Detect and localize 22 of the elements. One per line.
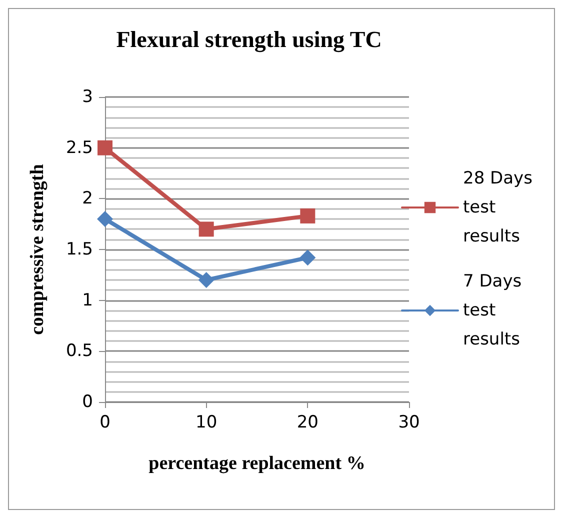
y-tick-label: 1.5	[66, 240, 93, 260]
point	[97, 211, 113, 227]
y-tick-label: 2.5	[66, 138, 93, 158]
y-tick-label: 3	[82, 87, 93, 107]
x-tick-label: 10	[196, 412, 218, 432]
point	[198, 222, 214, 237]
point	[300, 250, 316, 266]
y-tick-label: 0.5	[66, 341, 93, 362]
point	[98, 140, 112, 156]
y-tick-label: 2	[82, 188, 93, 209]
point	[300, 208, 316, 224]
y-tick-label: 1	[82, 290, 93, 310]
legend-label: 7 Days test results	[463, 272, 528, 350]
x-tick-label: 0	[100, 412, 110, 432]
y-tick-label: 0	[82, 392, 93, 412]
y-axis-title: compressive strength	[27, 164, 48, 335]
point	[198, 272, 214, 288]
chart-title: Flexural strength using TC	[116, 27, 382, 53]
x-tick-label: 30	[398, 412, 420, 432]
x-tick-label: 20	[296, 412, 318, 432]
x-axis-title: percentage replacement %	[148, 453, 366, 474]
legend-label: 28 Days test results	[463, 168, 538, 246]
